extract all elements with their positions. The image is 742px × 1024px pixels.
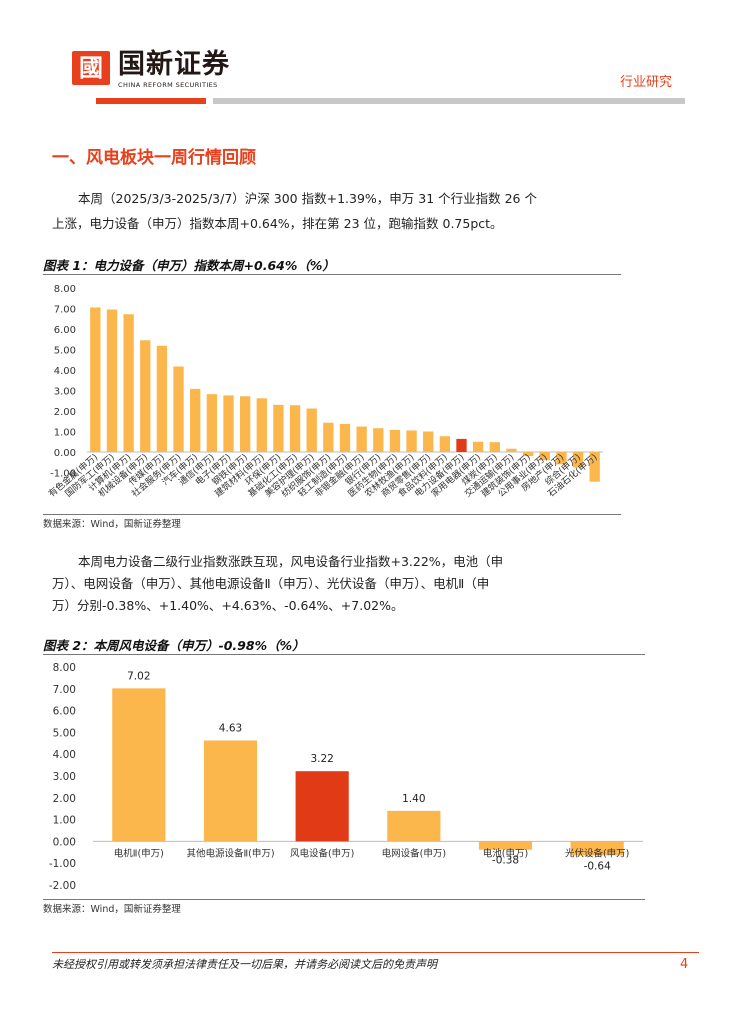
bar-12	[289, 405, 301, 452]
bar-13	[306, 408, 317, 452]
brand-logo	[72, 51, 110, 85]
x-tick-label: 电池(申万)	[483, 847, 528, 859]
x-tick-label: 风电设备(申万)	[290, 847, 354, 859]
bar-2	[123, 314, 134, 452]
chart-industry-weekly-returns: 8.00 7.00 6.00 5.00 4.00 3.00 2.00 1.00 0.00 -1.0…	[46, 284, 603, 500]
figure-2-title: 图表 2：本周风电设备（申万）-0.98%（%）	[43, 638, 305, 653]
paragraph-2-line-2: 万）、电网设备（申万）、其他电源设备Ⅱ（申万）、光伏设备（申万）、电机Ⅱ（申	[52, 576, 490, 591]
brand-name-cn: 国新证券	[118, 49, 230, 80]
bar-8	[223, 395, 234, 452]
paragraph-1-line-2: 上涨，电力设备（申万）指数本周+0.64%，排在第 23 位，跑输指数 0.75…	[52, 216, 503, 231]
bar-18	[389, 429, 401, 452]
brand-name-en: CHINA REFORM SECURITIES	[118, 81, 218, 89]
bar-29	[572, 452, 584, 468]
y-tick-label: 3.00	[54, 387, 76, 398]
figure-2-source: 数据来源：Wind，国新证券整理	[43, 904, 181, 915]
y-tick-label: 2.00	[54, 407, 76, 418]
y-tick-label: 2.00	[53, 793, 76, 805]
x-tick-label: 其他电源设备Ⅱ(申万)	[186, 847, 274, 859]
bar-28	[556, 452, 567, 465]
x-tick-label: 电网设备(申万)	[382, 847, 446, 859]
bar-14	[323, 422, 334, 452]
figure-1-title: 图表 1：电力设备（申万）指数本周+0.64%（%）	[43, 258, 335, 273]
bar-10	[256, 398, 267, 452]
bar-16	[356, 426, 367, 452]
figure-1-top-rule	[43, 274, 621, 275]
brand-logo-glyph: 國	[79, 53, 103, 82]
bar-19	[406, 430, 417, 452]
y-tick-label: 5.00	[54, 346, 76, 357]
x-tick-label: 光伏设备(申万)	[565, 847, 629, 859]
bar-20	[423, 431, 434, 452]
y-tick-label: 8.00	[53, 662, 76, 674]
bar-6	[190, 388, 201, 452]
data-label: -0.38	[492, 855, 519, 867]
figure-2-top-rule	[43, 654, 645, 655]
bar-17	[373, 428, 384, 452]
data-label: -0.64	[584, 860, 611, 872]
bar-25	[506, 448, 517, 452]
header-accent-bar	[96, 98, 206, 104]
bar-3	[140, 340, 151, 452]
y-tick-label: 6.00	[53, 706, 76, 718]
y-tick-label: 8.00	[54, 284, 76, 295]
data-label: 3.22	[310, 753, 333, 765]
data-label: 7.02	[127, 670, 150, 682]
y-tick-label: 4.00	[53, 749, 76, 761]
page-number: 4	[680, 957, 689, 972]
bar-1	[106, 309, 118, 452]
bar-0	[90, 307, 101, 452]
bar-4	[156, 345, 168, 452]
figure-2-bottom-rule	[43, 899, 645, 900]
header-divider-bar	[213, 98, 685, 104]
bar-24	[489, 442, 500, 452]
footer-disclaimer: 未经授权引用或转发须承担法律责任及一切后果，并请务必阅读文后的免责声明	[52, 958, 437, 971]
bar-30	[589, 452, 600, 482]
figure-1-bottom-rule	[43, 514, 621, 515]
bar-2	[295, 771, 349, 842]
bar-22	[456, 438, 467, 452]
bar-4	[478, 841, 533, 850]
y-tick-label: 0.00	[54, 448, 76, 459]
y-tick-label: 5.00	[53, 727, 76, 739]
y-tick-label: 3.00	[53, 771, 76, 783]
bar-7	[206, 394, 217, 452]
chart-subsector-weekly-returns: 8.00 7.00 6.00 5.00 4.00 3.00 2.00 1.00 0.00 -1.0…	[49, 662, 643, 892]
y-tick-label: -1.00	[49, 858, 76, 870]
paragraph-2-line-3: 万）分别-0.38%、+1.40%、+4.63%、-0.64%、+7.02%。	[52, 598, 404, 613]
x-tick-label: 电机Ⅱ(申万)	[114, 847, 164, 859]
paragraph-2-line-1: 本周电力设备二级行业指数涨跌互现，风电设备行业指数+3.22%，电池（申	[78, 554, 504, 569]
section-title: 一、风电板块一周行情回顾	[52, 148, 256, 168]
data-label: 4.63	[219, 722, 242, 734]
bar-3	[387, 810, 441, 842]
y-tick-label: 0.00	[53, 836, 76, 848]
data-label: 1.40	[402, 793, 425, 805]
y-tick-label: 6.00	[54, 325, 76, 336]
y-tick-label: 7.00	[53, 684, 76, 696]
y-tick-label: -2.00	[49, 880, 76, 892]
y-tick-label: 1.00	[54, 428, 76, 439]
figure-1-source: 数据来源：Wind，国新证券整理	[43, 519, 181, 530]
y-tick-label: -1.00	[50, 469, 76, 480]
footer-rule	[52, 952, 699, 953]
bar-1	[203, 740, 258, 842]
bar-21	[439, 436, 451, 452]
paragraph-1-line-1: 本周（2025/3/3-2025/3/7）沪深 300 指数+1.39%，申万 …	[78, 191, 537, 206]
bar-11	[273, 404, 284, 452]
bar-27	[539, 452, 550, 461]
y-tick-label: 1.00	[53, 815, 76, 827]
bar-0	[112, 688, 166, 842]
bar-5	[570, 841, 624, 856]
bar-9	[239, 396, 251, 452]
bar-15	[339, 423, 351, 452]
y-tick-label: 7.00	[54, 305, 76, 316]
bar-26	[522, 452, 534, 457]
bar-23	[473, 441, 484, 452]
y-tick-label: 4.00	[54, 366, 76, 377]
bar-5	[173, 366, 184, 452]
report-type-label: 行业研究	[620, 75, 673, 90]
